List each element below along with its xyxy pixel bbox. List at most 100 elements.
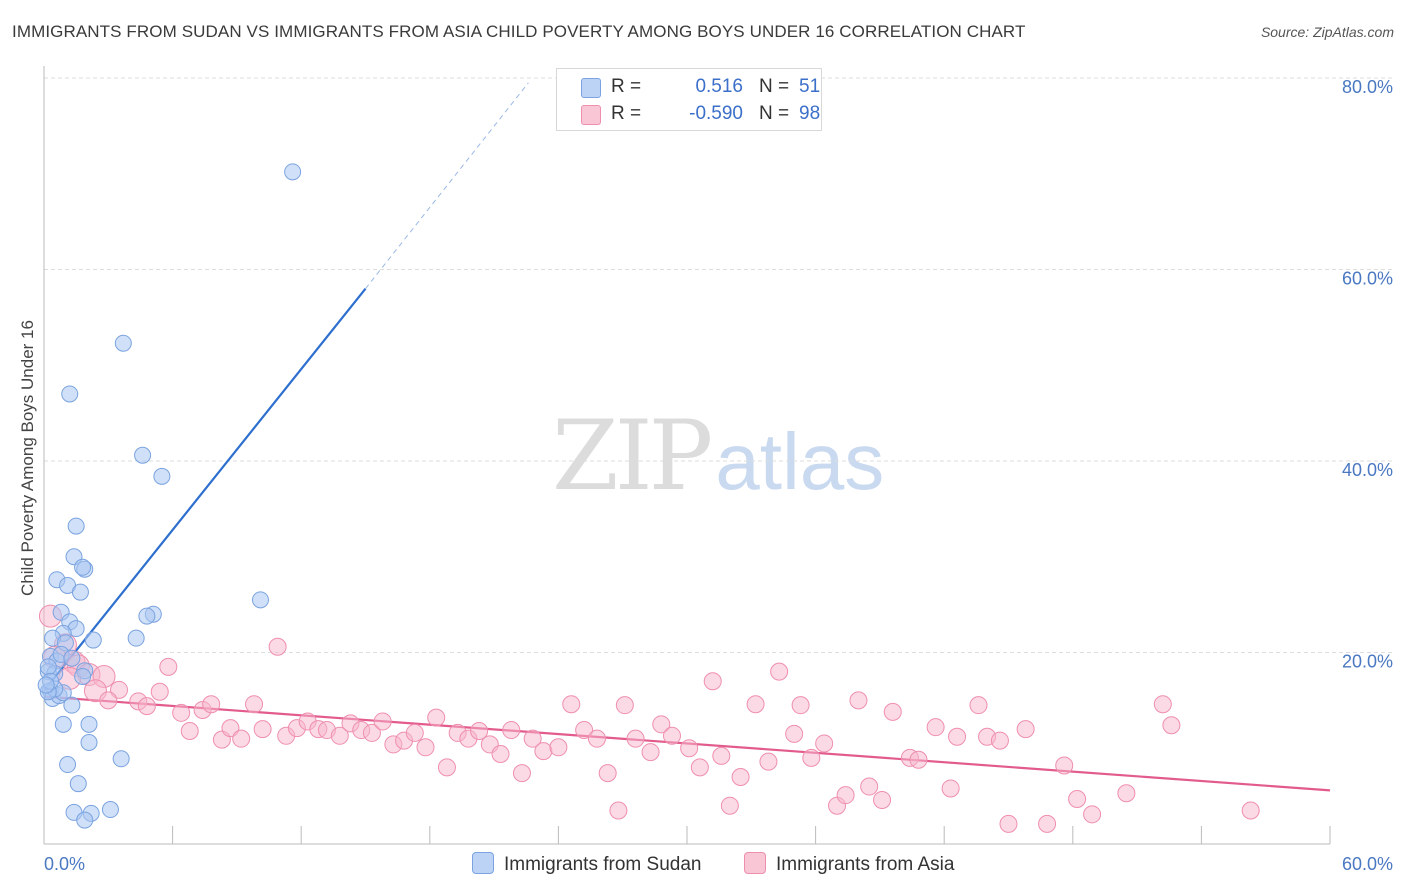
data-point-asia [1241, 801, 1260, 820]
data-point-asia [512, 764, 531, 783]
source-label: Source: ZipAtlas.com [1260, 24, 1394, 40]
trend-line-sudan [43, 287, 367, 692]
data-point-asia [1162, 716, 1181, 735]
bottom-legend-asia: Immigrants from Asia [744, 852, 954, 876]
series-sudan-points [37, 163, 302, 829]
data-point-asia [909, 750, 928, 769]
data-point-asia [549, 738, 568, 757]
y-tick-label: 40.0% [1342, 460, 1393, 480]
legend-swatch-sudan [581, 78, 601, 98]
data-point-asia [652, 715, 671, 734]
data-point-asia [232, 729, 251, 748]
y-axis-label: Child Poverty Among Boys Under 16 [18, 320, 37, 596]
data-point-asia [615, 696, 634, 715]
data-point-sudan [153, 467, 171, 485]
data-point-asia [1117, 784, 1136, 803]
data-point-asia [470, 722, 489, 741]
trend-lines [43, 82, 1331, 792]
trend-line-sudan-extension [365, 82, 529, 289]
data-point-asia [202, 695, 221, 714]
data-point-asia [860, 777, 879, 796]
data-point-sudan [76, 811, 94, 829]
data-point-asia [110, 680, 129, 699]
y-tick-label: 20.0% [1342, 652, 1393, 672]
legend-n-value-sudan: 51 [799, 76, 821, 97]
data-point-asia [690, 758, 709, 777]
data-point-sudan [74, 558, 92, 576]
data-point-sudan [114, 334, 132, 352]
data-point-asia [969, 696, 988, 715]
data-point-asia [941, 779, 960, 798]
data-point-asia [150, 682, 169, 701]
data-point-asia [1016, 720, 1035, 739]
axis-labels: 20.0% 40.0% 60.0% 80.0% 0.0% 60.0% Child Pover… [18, 77, 1393, 874]
data-point-asia [221, 719, 240, 738]
data-point-sudan [37, 676, 55, 694]
data-point-asia [873, 790, 892, 809]
data-point-asia [502, 721, 521, 740]
legend-n-label: N = [759, 76, 790, 97]
data-point-sudan [74, 667, 92, 685]
x-tick-label: 60.0% [1342, 854, 1393, 874]
data-point-sudan [39, 658, 57, 676]
data-point-sudan [101, 801, 119, 819]
data-point-asia [759, 752, 778, 771]
data-point-asia [1153, 695, 1172, 714]
data-point-asia [534, 742, 553, 761]
data-point-asia [770, 662, 789, 681]
data-point-asia [405, 723, 424, 742]
x-tick-label: 0.0% [44, 854, 85, 874]
y-tick-label: 60.0% [1342, 269, 1393, 289]
data-point-sudan [284, 163, 302, 181]
data-point-asia [926, 718, 945, 737]
data-point-asia [785, 724, 804, 743]
data-point-asia [245, 695, 264, 714]
data-point-sudan [134, 446, 152, 464]
data-point-asia [731, 767, 750, 786]
data-point-asia [575, 721, 594, 740]
data-point-sudan [71, 583, 89, 601]
data-point-sudan [80, 715, 98, 733]
data-point-asia [791, 696, 810, 715]
bottom-legend-label-sudan: Immigrants from Sudan [504, 854, 702, 875]
data-point-asia [491, 744, 510, 763]
data-point-asia [836, 786, 855, 805]
axes [43, 66, 1331, 845]
data-point-asia [373, 712, 392, 731]
bottom-legend-sudan: Immigrants from Sudan [472, 852, 701, 876]
data-point-asia [626, 729, 645, 748]
data-point-asia [362, 723, 381, 742]
data-point-asia [1055, 756, 1074, 775]
data-point-asia [815, 734, 834, 753]
data-point-asia [641, 743, 660, 762]
data-point-asia [172, 703, 191, 722]
chart-title: IMMIGRANTS FROM SUDAN VS IMMIGRANTS FROM… [12, 22, 1026, 41]
data-point-asia [849, 691, 868, 710]
data-point-asia [427, 708, 446, 727]
legend-r-value-asia: -0.590 [689, 103, 743, 124]
data-point-asia [587, 729, 606, 748]
data-point-asia [416, 738, 435, 757]
data-point-asia [1038, 814, 1057, 833]
data-point-sudan [67, 517, 85, 535]
data-point-asia [662, 726, 681, 745]
data-point-sudan [84, 631, 102, 649]
data-point-asia [703, 672, 722, 691]
data-point-asia [1068, 789, 1087, 808]
y-tick-label: 80.0% [1342, 77, 1393, 97]
data-point-asia [720, 796, 739, 815]
gridlines [44, 77, 1392, 653]
data-point-sudan [63, 696, 81, 714]
data-point-asia [1083, 805, 1102, 824]
data-point-sudan [63, 649, 81, 667]
data-point-asia [746, 695, 765, 714]
data-point-sudan [54, 715, 72, 733]
data-point-asia [562, 695, 581, 714]
data-point-asia [137, 697, 156, 716]
correlation-legend: R = 0.516 N = 51 R = -0.590 N = 98 [556, 68, 822, 131]
data-point-sudan [251, 591, 269, 609]
data-point-asia [330, 726, 349, 745]
data-point-asia [883, 702, 902, 721]
data-point-asia [523, 729, 542, 748]
